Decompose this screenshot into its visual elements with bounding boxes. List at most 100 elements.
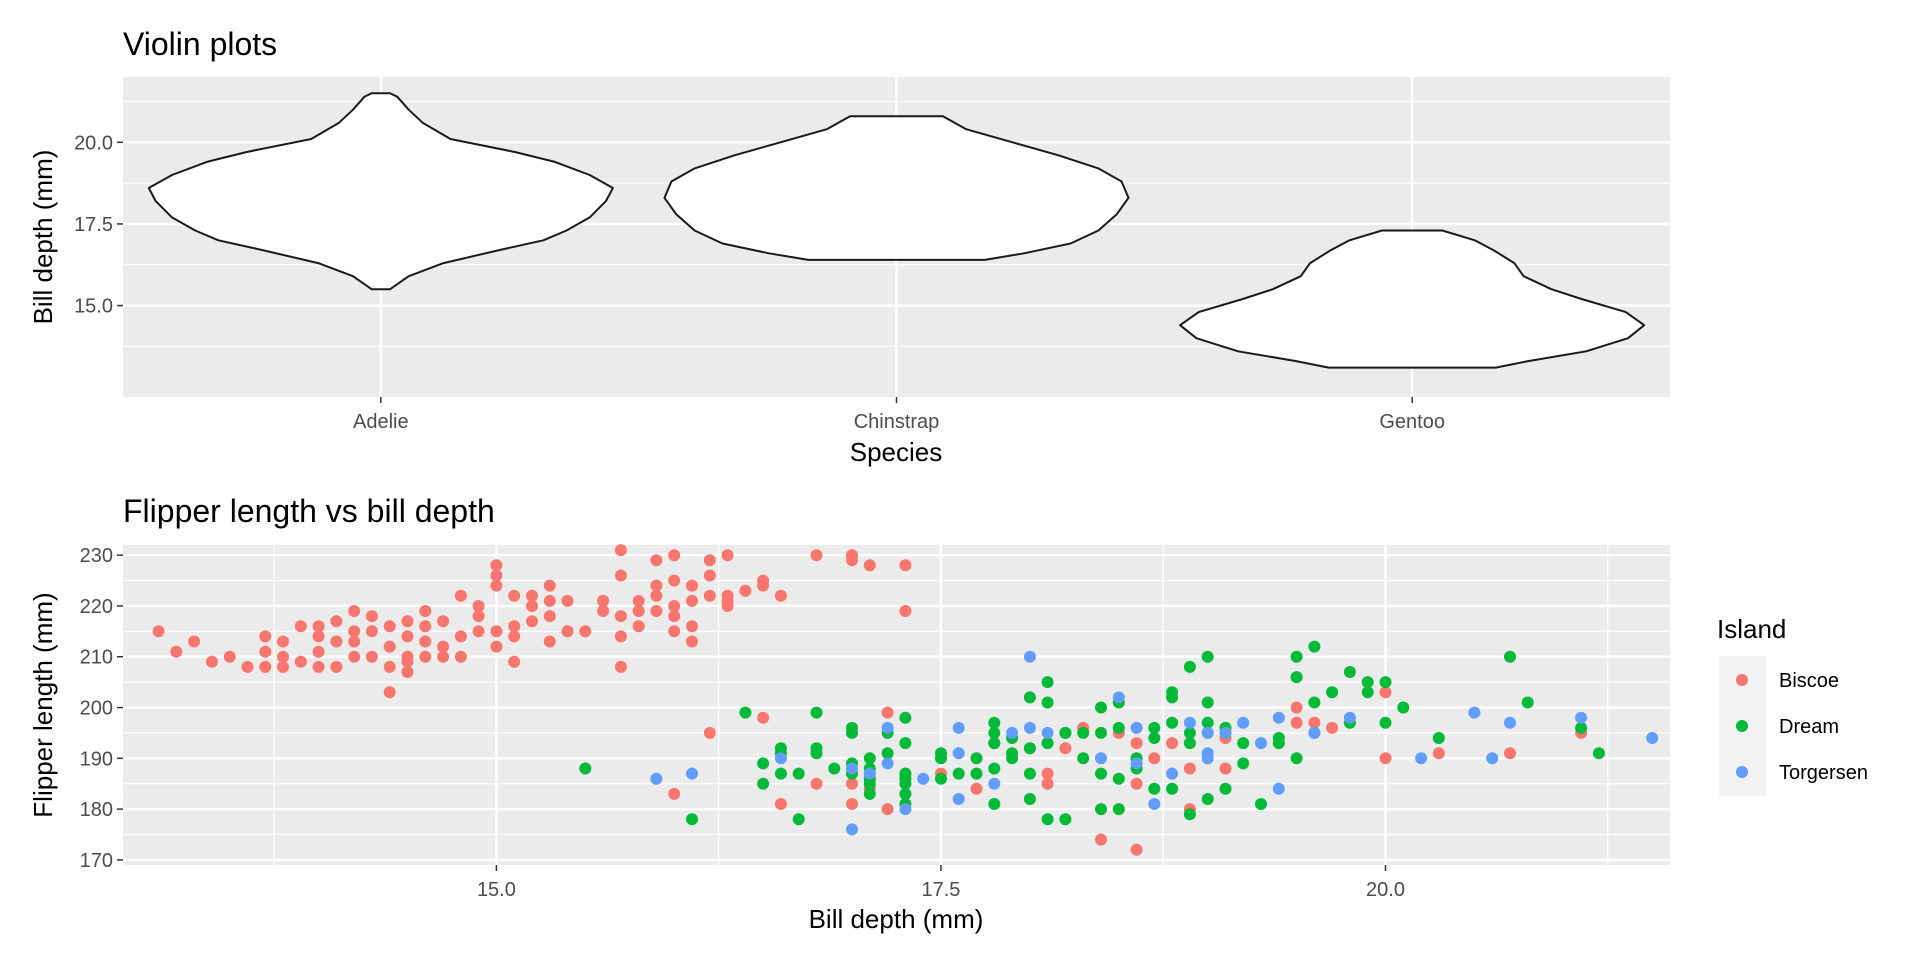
point-biscoe bbox=[526, 615, 538, 628]
point-torgersen bbox=[863, 767, 876, 780]
point-biscoe bbox=[526, 600, 538, 612]
point-biscoe bbox=[454, 589, 467, 602]
point-biscoe bbox=[383, 620, 396, 633]
legend-label-dream: Dream bbox=[1779, 716, 1839, 738]
y-tick-label: 200 bbox=[80, 698, 113, 720]
legend-key-biscoe bbox=[1736, 674, 1748, 686]
point-biscoe bbox=[330, 615, 343, 628]
point-dream bbox=[1183, 726, 1196, 739]
point-dream bbox=[863, 752, 876, 765]
point-dream bbox=[1023, 767, 1036, 780]
point-dream bbox=[1148, 721, 1161, 734]
point-biscoe bbox=[454, 650, 467, 663]
scatter-chart: Flipper length vs bill depth 170 180 190 20… bbox=[28, 493, 1670, 934]
point-dream bbox=[774, 742, 787, 755]
point-biscoe bbox=[650, 554, 663, 567]
point-biscoe bbox=[1130, 777, 1143, 790]
point-dream bbox=[1201, 696, 1214, 709]
point-torgersen bbox=[686, 767, 698, 780]
point-biscoe bbox=[703, 554, 716, 567]
violin-chinstrap bbox=[663, 115, 1130, 261]
point-dream bbox=[1023, 691, 1036, 704]
point-dream bbox=[1077, 752, 1090, 765]
point-torgersen bbox=[1130, 757, 1143, 770]
point-dream bbox=[1361, 686, 1374, 699]
scatter-y-axis-title: Flipper length (mm) bbox=[28, 592, 58, 817]
point-torgersen bbox=[952, 793, 965, 805]
point-dream bbox=[1308, 640, 1321, 653]
point-torgersen bbox=[1130, 721, 1143, 734]
point-biscoe bbox=[774, 798, 787, 810]
point-torgersen bbox=[1112, 691, 1125, 704]
point-torgersen bbox=[1575, 711, 1588, 724]
point-torgersen bbox=[1183, 716, 1196, 729]
scatter-gridlines bbox=[123, 545, 1670, 865]
point-dream bbox=[1112, 803, 1125, 816]
y-tick-label: 210 bbox=[80, 647, 113, 669]
point-dream bbox=[1077, 726, 1090, 739]
y-tick-label: 15.0 bbox=[74, 296, 113, 318]
point-torgersen bbox=[650, 772, 663, 785]
point-biscoe bbox=[1130, 737, 1143, 750]
point-biscoe bbox=[668, 549, 681, 562]
point-biscoe bbox=[757, 579, 770, 592]
point-torgersen bbox=[1237, 716, 1250, 729]
point-dream bbox=[1041, 813, 1054, 826]
point-biscoe bbox=[454, 630, 467, 643]
point-dream bbox=[863, 777, 876, 790]
point-biscoe bbox=[1379, 752, 1392, 765]
point-torgersen bbox=[988, 777, 1001, 790]
point-biscoe bbox=[686, 635, 698, 648]
point-dream bbox=[757, 757, 770, 770]
point-dream bbox=[988, 737, 1001, 750]
point-biscoe bbox=[472, 610, 485, 623]
point-dream bbox=[1095, 701, 1107, 714]
point-biscoe bbox=[437, 650, 450, 663]
point-dream bbox=[1290, 671, 1303, 684]
legend-key-torgersen bbox=[1736, 766, 1748, 778]
point-biscoe bbox=[401, 630, 414, 643]
legend: Island Biscoe Dream Torgersen bbox=[1717, 614, 1868, 796]
point-torgersen bbox=[846, 823, 858, 836]
point-dream bbox=[1379, 716, 1392, 729]
violin-x-axis: Adelie Chinstrap Gentoo bbox=[353, 397, 1445, 433]
point-dream bbox=[1272, 732, 1285, 744]
point-torgersen bbox=[1201, 726, 1214, 739]
point-biscoe bbox=[543, 635, 556, 648]
x-tick-label: Chinstrap bbox=[854, 411, 940, 433]
point-biscoe bbox=[632, 605, 645, 617]
point-torgersen bbox=[1343, 711, 1356, 724]
point-biscoe bbox=[846, 798, 858, 810]
point-dream bbox=[1166, 782, 1179, 795]
y-tick-label: 17.5 bbox=[74, 214, 113, 236]
point-dream bbox=[1041, 696, 1054, 709]
y-tick-label: 220 bbox=[80, 596, 113, 618]
point-dream bbox=[1095, 726, 1107, 739]
point-biscoe bbox=[810, 777, 823, 790]
point-dream bbox=[1219, 782, 1232, 795]
point-dream bbox=[757, 777, 770, 790]
point-dream bbox=[1343, 666, 1356, 678]
point-biscoe bbox=[650, 605, 663, 617]
point-dream bbox=[1059, 726, 1072, 739]
point-dream bbox=[810, 706, 823, 719]
scatter-points bbox=[152, 544, 1659, 856]
point-dream bbox=[828, 762, 841, 775]
point-torgersen bbox=[917, 772, 930, 785]
point-biscoe bbox=[1130, 843, 1143, 856]
point-biscoe bbox=[668, 625, 681, 638]
point-dream bbox=[1255, 798, 1267, 810]
point-dream bbox=[846, 721, 858, 734]
point-biscoe bbox=[899, 605, 912, 617]
violin-y-axis-title: Bill depth (mm) bbox=[28, 150, 58, 325]
point-biscoe bbox=[312, 660, 325, 673]
point-biscoe bbox=[614, 544, 627, 557]
point-biscoe bbox=[686, 620, 698, 633]
scatter-x-axis-title: Bill depth (mm) bbox=[809, 904, 984, 934]
point-biscoe bbox=[543, 610, 556, 623]
point-dream bbox=[1095, 803, 1107, 816]
point-torgersen bbox=[1095, 752, 1107, 765]
point-biscoe bbox=[490, 559, 503, 572]
point-dream bbox=[1290, 650, 1303, 663]
point-biscoe bbox=[632, 620, 645, 633]
